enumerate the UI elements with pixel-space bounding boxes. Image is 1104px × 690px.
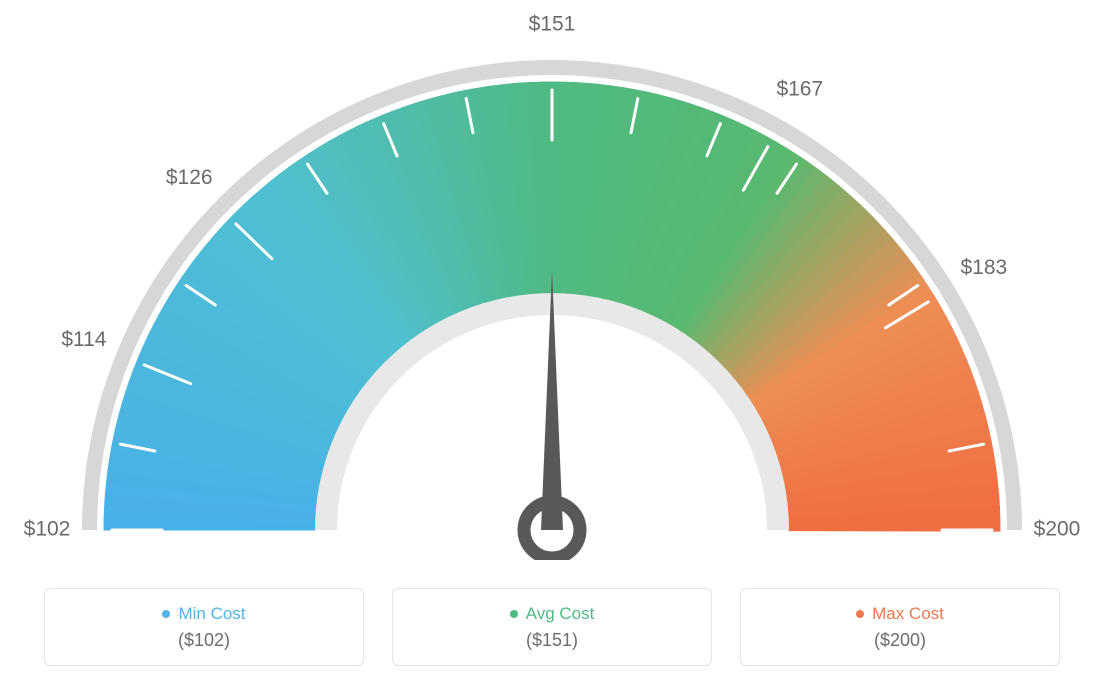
gauge-tick-label: $167 bbox=[776, 78, 823, 101]
legend-value: ($102) bbox=[178, 630, 230, 651]
legend-label: Avg Cost bbox=[526, 604, 595, 624]
gauge-svg: $102 $114 $126 $151 $167 $183 $200 bbox=[0, 0, 1104, 560]
dot-icon bbox=[510, 610, 518, 618]
dot-icon bbox=[162, 610, 170, 618]
legend-label: Min Cost bbox=[178, 604, 245, 624]
legend-label: Max Cost bbox=[872, 604, 944, 624]
gauge-tick-label: $114 bbox=[61, 328, 106, 351]
gauge-tick-label: $102 bbox=[24, 518, 71, 541]
legend-row: Min Cost ($102) Avg Cost ($151) Max Cost… bbox=[0, 588, 1104, 666]
gauge-tick-label: $151 bbox=[529, 13, 576, 36]
legend-title-max: Max Cost bbox=[856, 604, 944, 624]
gauge-chart: $102 $114 $126 $151 $167 $183 $200 bbox=[0, 0, 1104, 560]
legend-value: ($151) bbox=[526, 630, 578, 651]
gauge-tick-label: $200 bbox=[1034, 518, 1081, 541]
legend-title-avg: Avg Cost bbox=[510, 604, 595, 624]
dot-icon bbox=[856, 610, 864, 618]
gauge-tick-label: $183 bbox=[960, 256, 1007, 279]
legend-card-max: Max Cost ($200) bbox=[740, 588, 1060, 666]
legend-title-min: Min Cost bbox=[162, 604, 245, 624]
legend-card-avg: Avg Cost ($151) bbox=[392, 588, 712, 666]
legend-value: ($200) bbox=[874, 630, 926, 651]
legend-card-min: Min Cost ($102) bbox=[44, 588, 364, 666]
gauge-tick-label: $126 bbox=[166, 166, 213, 189]
